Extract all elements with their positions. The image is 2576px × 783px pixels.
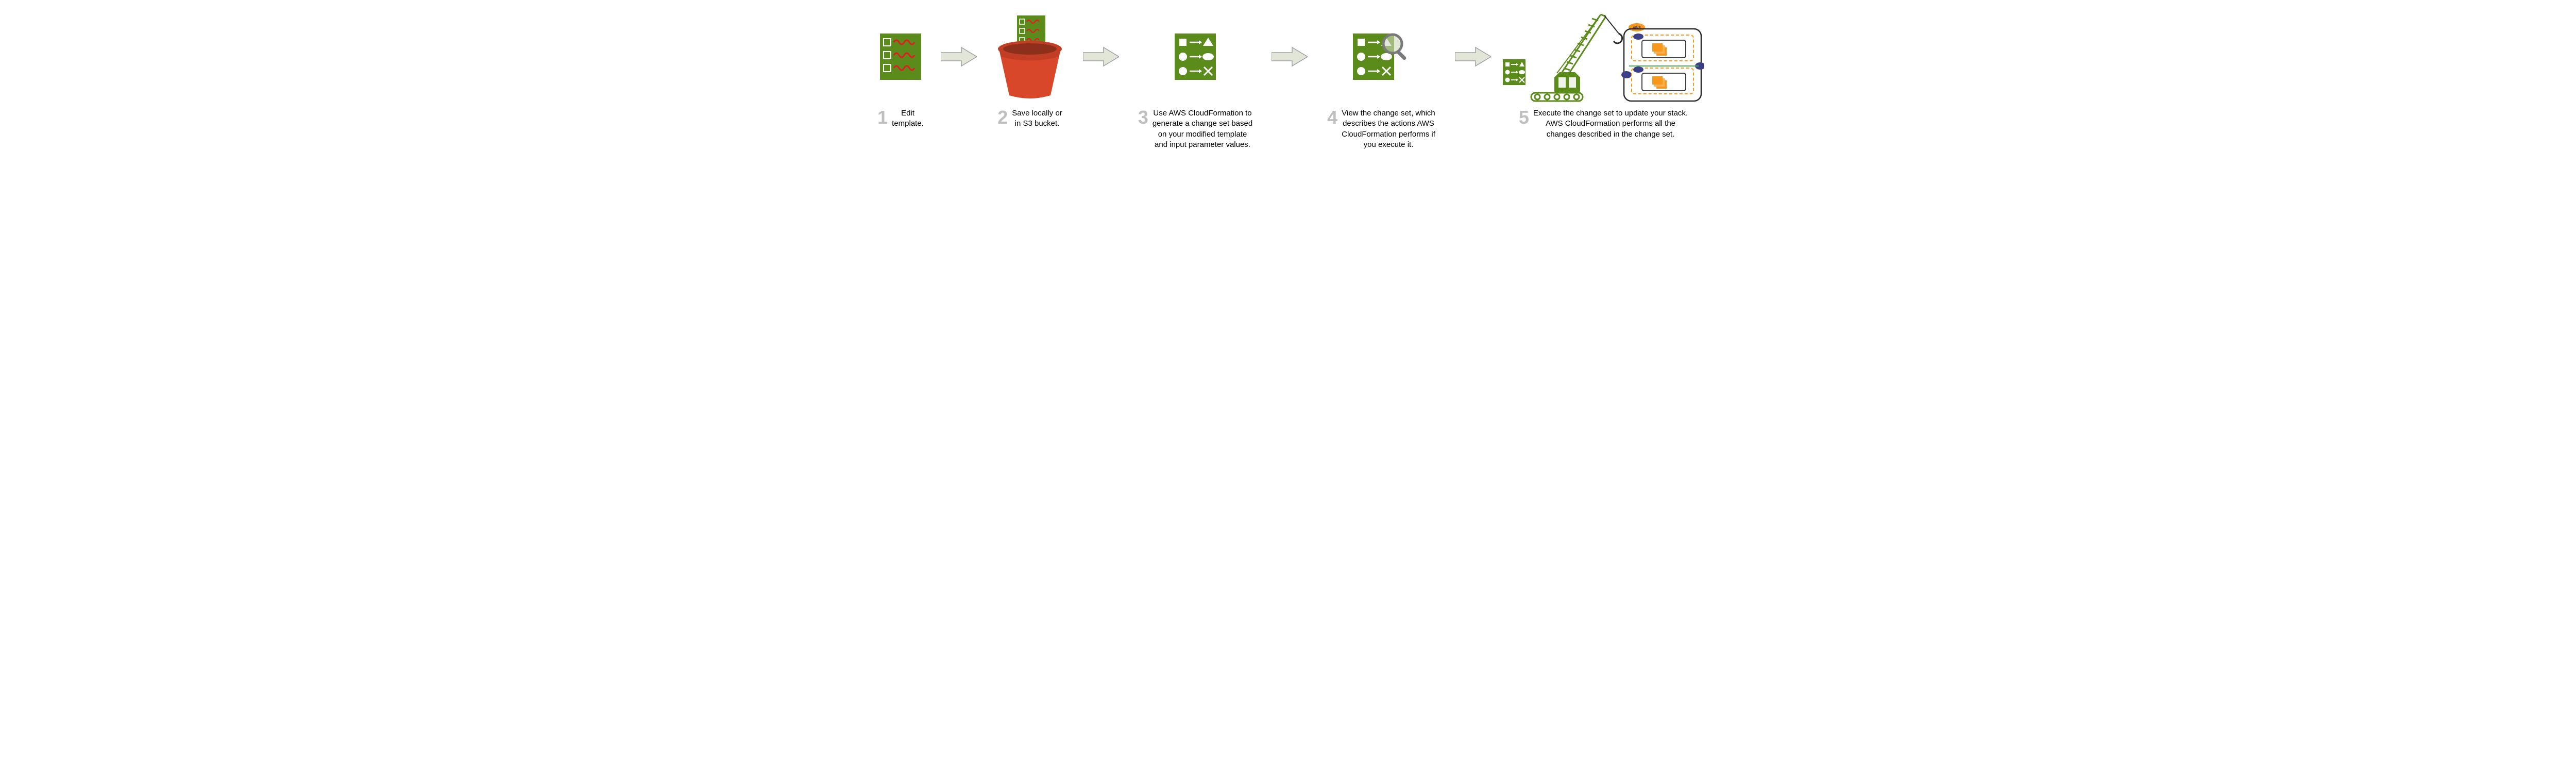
step-label: View the change set, which describes the…	[1342, 108, 1435, 150]
step-label: Execute the change set to update your st…	[1533, 108, 1688, 140]
arrow-icon	[1267, 10, 1312, 103]
step-number: 1	[877, 108, 888, 127]
step-4: 4 View the change set, which describes t…	[1317, 10, 1446, 150]
step-1: 1 Edit template.	[870, 10, 931, 129]
step-5: AWS	[1500, 10, 1706, 140]
bucket-icon	[989, 10, 1071, 103]
template-icon	[877, 10, 924, 103]
step-label: Edit template.	[892, 108, 924, 129]
crane-icon	[1531, 14, 1622, 101]
step-number: 5	[1519, 108, 1529, 127]
step-label: Use AWS CloudFormation to generate a cha…	[1153, 108, 1252, 150]
changeset-icon	[1172, 10, 1218, 103]
step-label: Save locally or in S3 bucket.	[1012, 108, 1062, 129]
crane-stack-icon: AWS	[1503, 10, 1704, 103]
changeset-view-icon	[1350, 10, 1412, 103]
arrow-icon	[937, 10, 981, 103]
cloudformation-stack-icon: AWS	[1621, 23, 1704, 101]
step-number: 3	[1138, 108, 1148, 127]
arrow-icon	[1079, 10, 1123, 103]
step-number: 4	[1327, 108, 1337, 127]
workflow-diagram: 1 Edit template.	[10, 10, 2566, 150]
step-2: 2 Save locally or in S3 bucket.	[986, 10, 1074, 129]
arrow-icon	[1451, 10, 1495, 103]
step-3: 3 Use AWS CloudFormation to generate a c…	[1128, 10, 1262, 150]
step-number: 2	[997, 108, 1008, 127]
